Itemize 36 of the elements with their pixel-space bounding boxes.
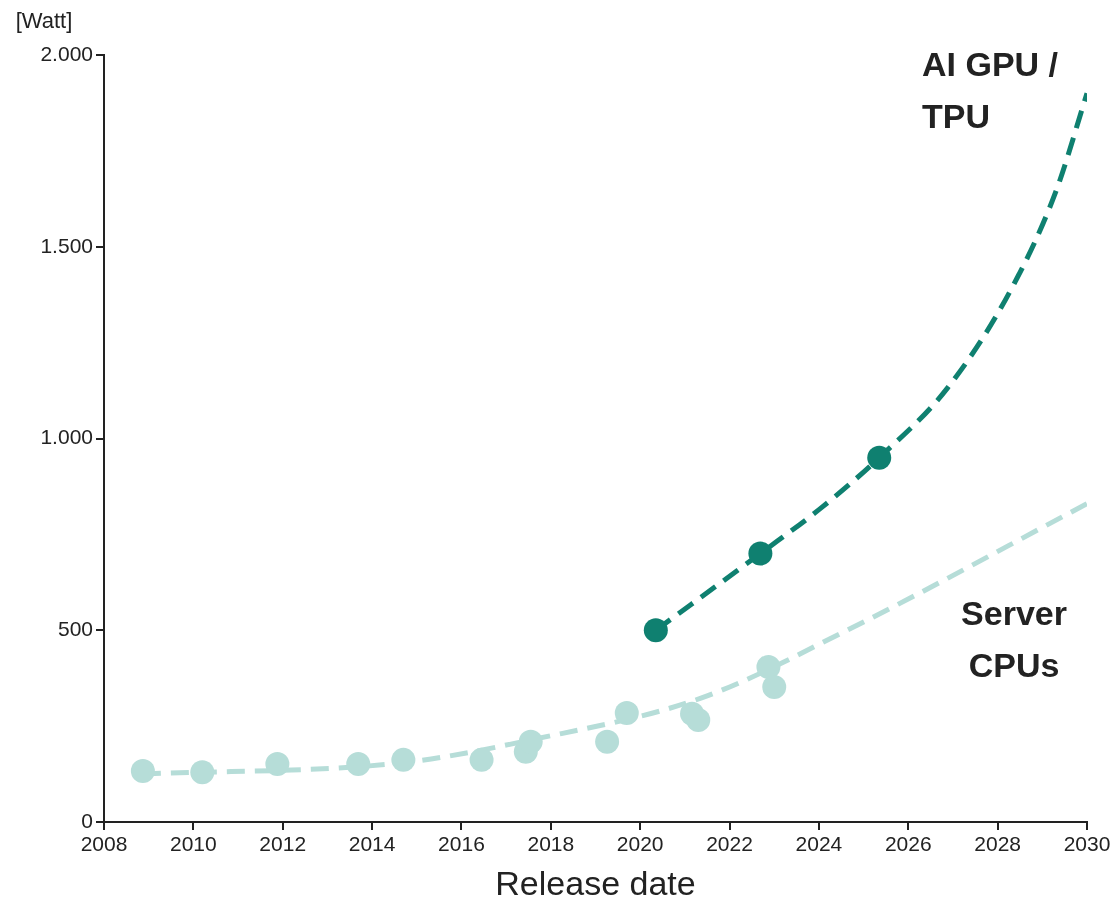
point — [469, 747, 494, 772]
x-tick-label: 2012 — [259, 832, 307, 856]
text: Server CPUs — [961, 594, 1067, 685]
y-tick-label: 0 — [81, 808, 93, 832]
point — [756, 655, 781, 680]
point — [748, 541, 773, 566]
y-tick-label: 500 — [57, 617, 93, 641]
x-tick-label: 2020 — [616, 832, 664, 856]
point — [391, 747, 416, 772]
x-tick-label: 2018 — [527, 832, 575, 856]
y-axis-title: [Watt] — [15, 8, 73, 34]
point — [867, 445, 892, 470]
point — [518, 729, 543, 754]
point — [762, 675, 787, 700]
y-tick-label: 1.000 — [40, 425, 93, 449]
point — [595, 729, 620, 754]
x-tick-label: 2028 — [974, 832, 1021, 856]
text: AI GPU / TPU — [922, 44, 1059, 135]
point — [190, 760, 215, 785]
y-tick-label: 2.000 — [40, 41, 93, 65]
x-tick-label: 2024 — [795, 832, 843, 856]
point — [130, 759, 155, 783]
x-axis-title: Release date — [495, 863, 696, 902]
x-tick-label: 2016 — [438, 832, 485, 856]
y-tick-label: 1.500 — [40, 233, 93, 257]
x-tick-label: 2022 — [706, 832, 753, 856]
x-tick-label: 2030 — [1063, 832, 1111, 856]
point — [643, 618, 668, 643]
point — [265, 752, 290, 777]
x-tick-label: 2026 — [884, 832, 932, 856]
x-tick-label: 2014 — [348, 832, 396, 856]
point — [346, 752, 371, 777]
point — [614, 701, 639, 726]
x-tick-label: 2008 — [80, 832, 128, 856]
x-tick-label: 2010 — [170, 832, 217, 856]
point — [686, 707, 711, 732]
